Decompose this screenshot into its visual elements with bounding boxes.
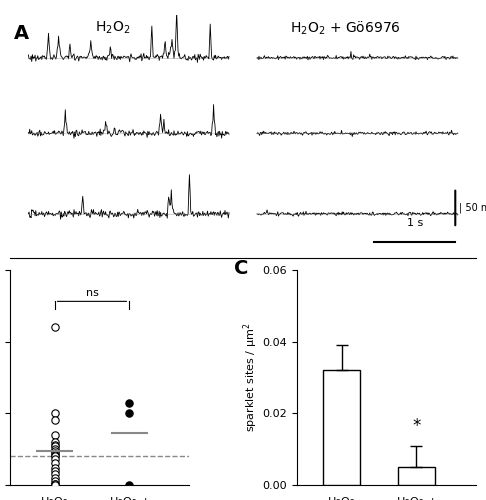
Point (51, 451, 58, 459)
Bar (398, 467, 435, 485)
Text: H$_2$O$_2$ + Gö6976: H$_2$O$_2$ + Gö6976 (290, 20, 401, 37)
Point (125, 399, 133, 407)
Point (51, 416, 58, 424)
Text: C: C (234, 259, 248, 278)
Point (51, 480, 58, 488)
Text: A: A (15, 24, 30, 44)
Point (51, 450, 58, 458)
Point (51, 445, 58, 453)
Point (51, 474, 58, 482)
Point (51, 466, 58, 474)
Point (125, 410, 133, 418)
Point (51, 480, 58, 488)
Point (51, 464, 58, 472)
Point (51, 481, 58, 489)
Text: | 50 nM: | 50 nM (459, 202, 486, 213)
Text: ns: ns (86, 288, 98, 298)
Bar (323, 370, 361, 485)
Text: H$_2$O$_2$: H$_2$O$_2$ (95, 20, 130, 36)
Point (51, 323, 58, 331)
Text: *: * (412, 417, 421, 435)
Point (51, 410, 58, 418)
Point (51, 438, 58, 446)
Point (51, 431, 58, 439)
Point (51, 455, 58, 463)
Y-axis label: sparklet sites / μm$^2$: sparklet sites / μm$^2$ (241, 322, 260, 432)
Point (51, 452, 58, 460)
Point (51, 446, 58, 454)
Point (51, 460, 58, 468)
Point (125, 481, 133, 489)
Point (51, 476, 58, 484)
Point (51, 470, 58, 478)
Text: 1 s: 1 s (407, 218, 423, 228)
Point (51, 441, 58, 449)
Point (51, 442, 58, 450)
